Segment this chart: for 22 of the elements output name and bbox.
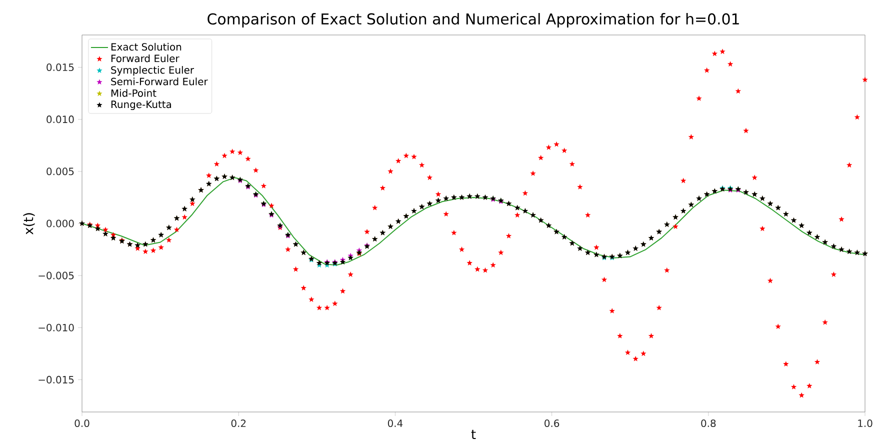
chart-title: Comparison of Exact Solution and Numerical Approximation for h=0.01	[208, 13, 739, 28]
y-tick-label: −0.015	[38, 376, 74, 384]
x-tick-label: 0.4	[388, 419, 403, 428]
legend-label: Runge-Kutta	[111, 100, 172, 110]
y-tick-label: −0.005	[38, 272, 74, 280]
x-tick-label: 0.2	[231, 419, 246, 428]
legend-label: Semi-Forward Euler	[111, 78, 208, 86]
x-tick-label: 1.0	[858, 419, 872, 428]
x-tick-label: 0.8	[701, 419, 716, 428]
y-tick-label: 0.010	[46, 116, 74, 124]
y-tick-label: 0.005	[46, 168, 74, 176]
x-axis-title: t	[471, 430, 476, 439]
x-tick-label: 0.0	[74, 419, 90, 428]
legend-label: Forward Euler	[111, 54, 180, 62]
y-axis-title: x(t)	[23, 213, 35, 235]
y-tick-label: 0.000	[46, 220, 74, 228]
legend-label: Exact Solution	[111, 42, 182, 51]
legend-label: Symplectic Euler	[111, 66, 194, 76]
legend-label: Mid-Point	[111, 89, 156, 97]
x-tick-label: 0.6	[544, 419, 560, 428]
y-tick-label: −0.010	[38, 324, 74, 332]
y-tick-label: 0.015	[46, 63, 74, 72]
